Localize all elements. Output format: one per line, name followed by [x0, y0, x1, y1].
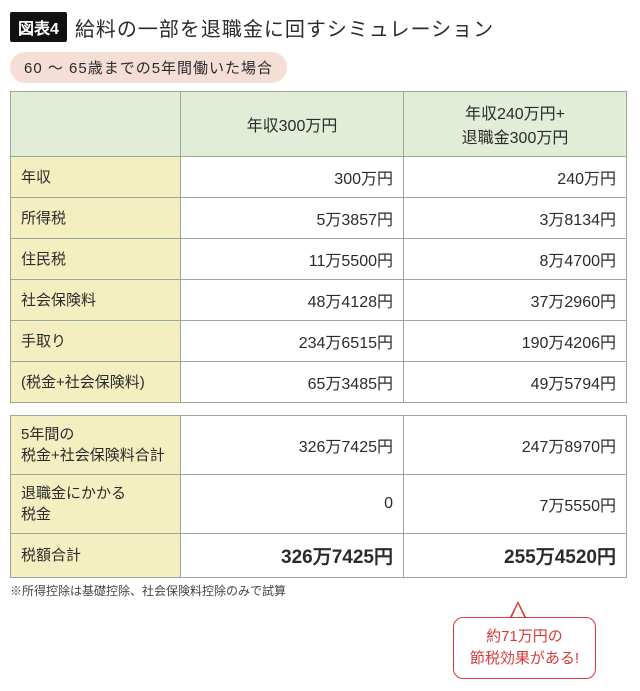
- cell-value: 49万5794円: [404, 362, 627, 403]
- table-row: (税金+社会保険料) 65万3485円 49万5794円: [11, 362, 627, 403]
- row-label: 5年間の 税金+社会保険料合計: [11, 416, 181, 475]
- figure-header: 図表4 給料の一部を退職金に回すシミュレーション: [10, 12, 630, 42]
- cell-value: 7万5550円: [404, 475, 627, 534]
- cell-value: 65万3485円: [181, 362, 404, 403]
- table-row: 年収 300万円 240万円: [11, 157, 627, 198]
- savings-callout: 約71万円の 節税効果がある!: [453, 617, 596, 679]
- row-label: 年収: [11, 157, 181, 198]
- callout-wrap: 約71万円の 節税効果がある!: [10, 599, 626, 681]
- cell-value: 48万4128円: [181, 280, 404, 321]
- cell-value: 234万6515円: [181, 321, 404, 362]
- cell-value: 240万円: [404, 157, 627, 198]
- row-label: (税金+社会保険料): [11, 362, 181, 403]
- row-label: 所得税: [11, 198, 181, 239]
- cell-value: 190万4206円: [404, 321, 627, 362]
- cell-value: 255万4520円: [404, 534, 627, 578]
- scenario-badge: 60 〜 65歳までの5年間働いた場合: [10, 52, 287, 83]
- row-label: 退職金にかかる 税金: [11, 475, 181, 534]
- header-col2: 年収240万円+ 退職金300万円: [404, 92, 627, 157]
- table-row: 税額合計 326万7425円 255万4520円: [11, 534, 627, 578]
- table-row: 社会保険料 48万4128円 37万2960円: [11, 280, 627, 321]
- row-label: 社会保険料: [11, 280, 181, 321]
- row-label: 税額合計: [11, 534, 181, 578]
- table-row: 退職金にかかる 税金 0 7万5550円: [11, 475, 627, 534]
- table-row: 手取り 234万6515円 190万4206円: [11, 321, 627, 362]
- row-label: 住民税: [11, 239, 181, 280]
- cell-value: 5万3857円: [181, 198, 404, 239]
- cell-value: 300万円: [181, 157, 404, 198]
- cell-value: 3万8134円: [404, 198, 627, 239]
- header-blank: [11, 92, 181, 157]
- cell-value: 37万2960円: [404, 280, 627, 321]
- cell-value: 326万7425円: [181, 534, 404, 578]
- simulation-table-2: 5年間の 税金+社会保険料合計 326万7425円 247万8970円 退職金に…: [10, 415, 627, 578]
- cell-value: 8万4700円: [404, 239, 627, 280]
- simulation-table-1: 年収300万円 年収240万円+ 退職金300万円 年収 300万円 240万円…: [10, 91, 627, 403]
- callout-line2: 節税効果がある!: [470, 650, 579, 667]
- row-label: 手取り: [11, 321, 181, 362]
- callout-line1: 約71万円の: [486, 628, 563, 645]
- figure-badge: 図表4: [10, 12, 67, 42]
- cell-value: 11万5500円: [181, 239, 404, 280]
- cell-value: 247万8970円: [404, 416, 627, 475]
- table-row: 住民税 11万5500円 8万4700円: [11, 239, 627, 280]
- table-row: 所得税 5万3857円 3万8134円: [11, 198, 627, 239]
- table-header-row: 年収300万円 年収240万円+ 退職金300万円: [11, 92, 627, 157]
- figure-title: 給料の一部を退職金に回すシミュレーション: [75, 13, 494, 42]
- footnote: ※所得控除は基礎控除、社会保険料控除のみで試算: [10, 582, 630, 599]
- table-row: 5年間の 税金+社会保険料合計 326万7425円 247万8970円: [11, 416, 627, 475]
- cell-value: 0: [181, 475, 404, 534]
- cell-value: 326万7425円: [181, 416, 404, 475]
- callout-pointer-icon: [510, 601, 526, 617]
- header-col1: 年収300万円: [181, 92, 404, 157]
